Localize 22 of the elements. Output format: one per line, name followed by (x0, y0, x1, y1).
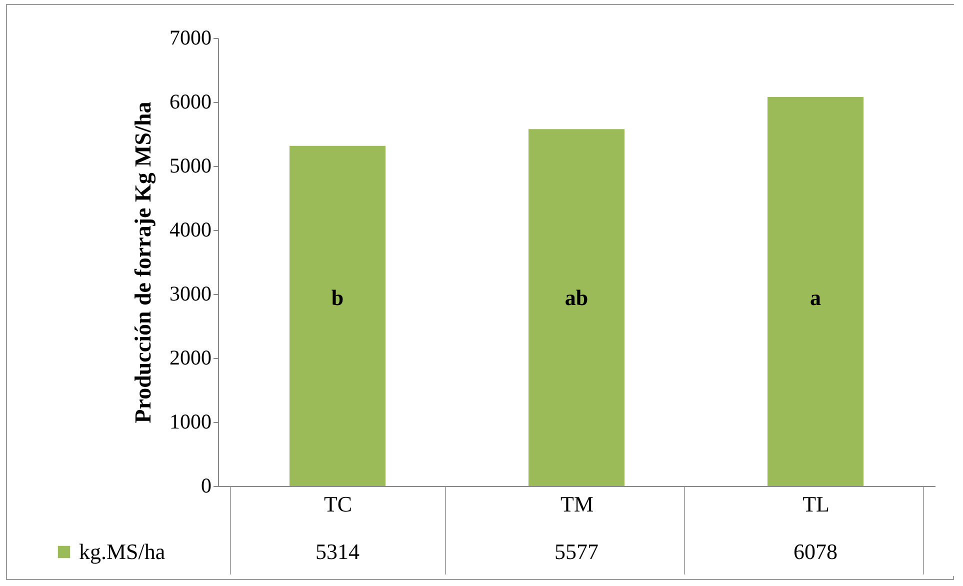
y-tick-label: 6000 (170, 90, 212, 114)
y-tick-label: 4000 (170, 218, 212, 242)
annotation: a (810, 284, 821, 310)
data-label: 6078 (794, 539, 838, 564)
x-tick-label: TC (324, 492, 352, 516)
bar (768, 97, 864, 486)
annotation: ab (564, 284, 588, 310)
x-tick-label: TM (560, 492, 594, 516)
legend-label: kg.MS/ha (79, 539, 166, 564)
y-tick-label: 2000 (170, 346, 212, 370)
y-tick-label: 7000 (170, 26, 212, 50)
data-label: 5577 (554, 539, 598, 564)
data-label: 5314 (316, 539, 360, 564)
bar (290, 146, 386, 486)
annotation: b (331, 284, 344, 310)
y-tick-label: 5000 (170, 154, 212, 178)
y-axis-title: Producción de forraje Kg MS/ha (130, 101, 156, 424)
bar (528, 129, 624, 486)
x-tick-label: TL (802, 492, 830, 516)
y-tick-label: 0 (201, 474, 212, 498)
y-tick-label: 1000 (170, 410, 212, 434)
y-tick-label: 3000 (170, 282, 212, 306)
